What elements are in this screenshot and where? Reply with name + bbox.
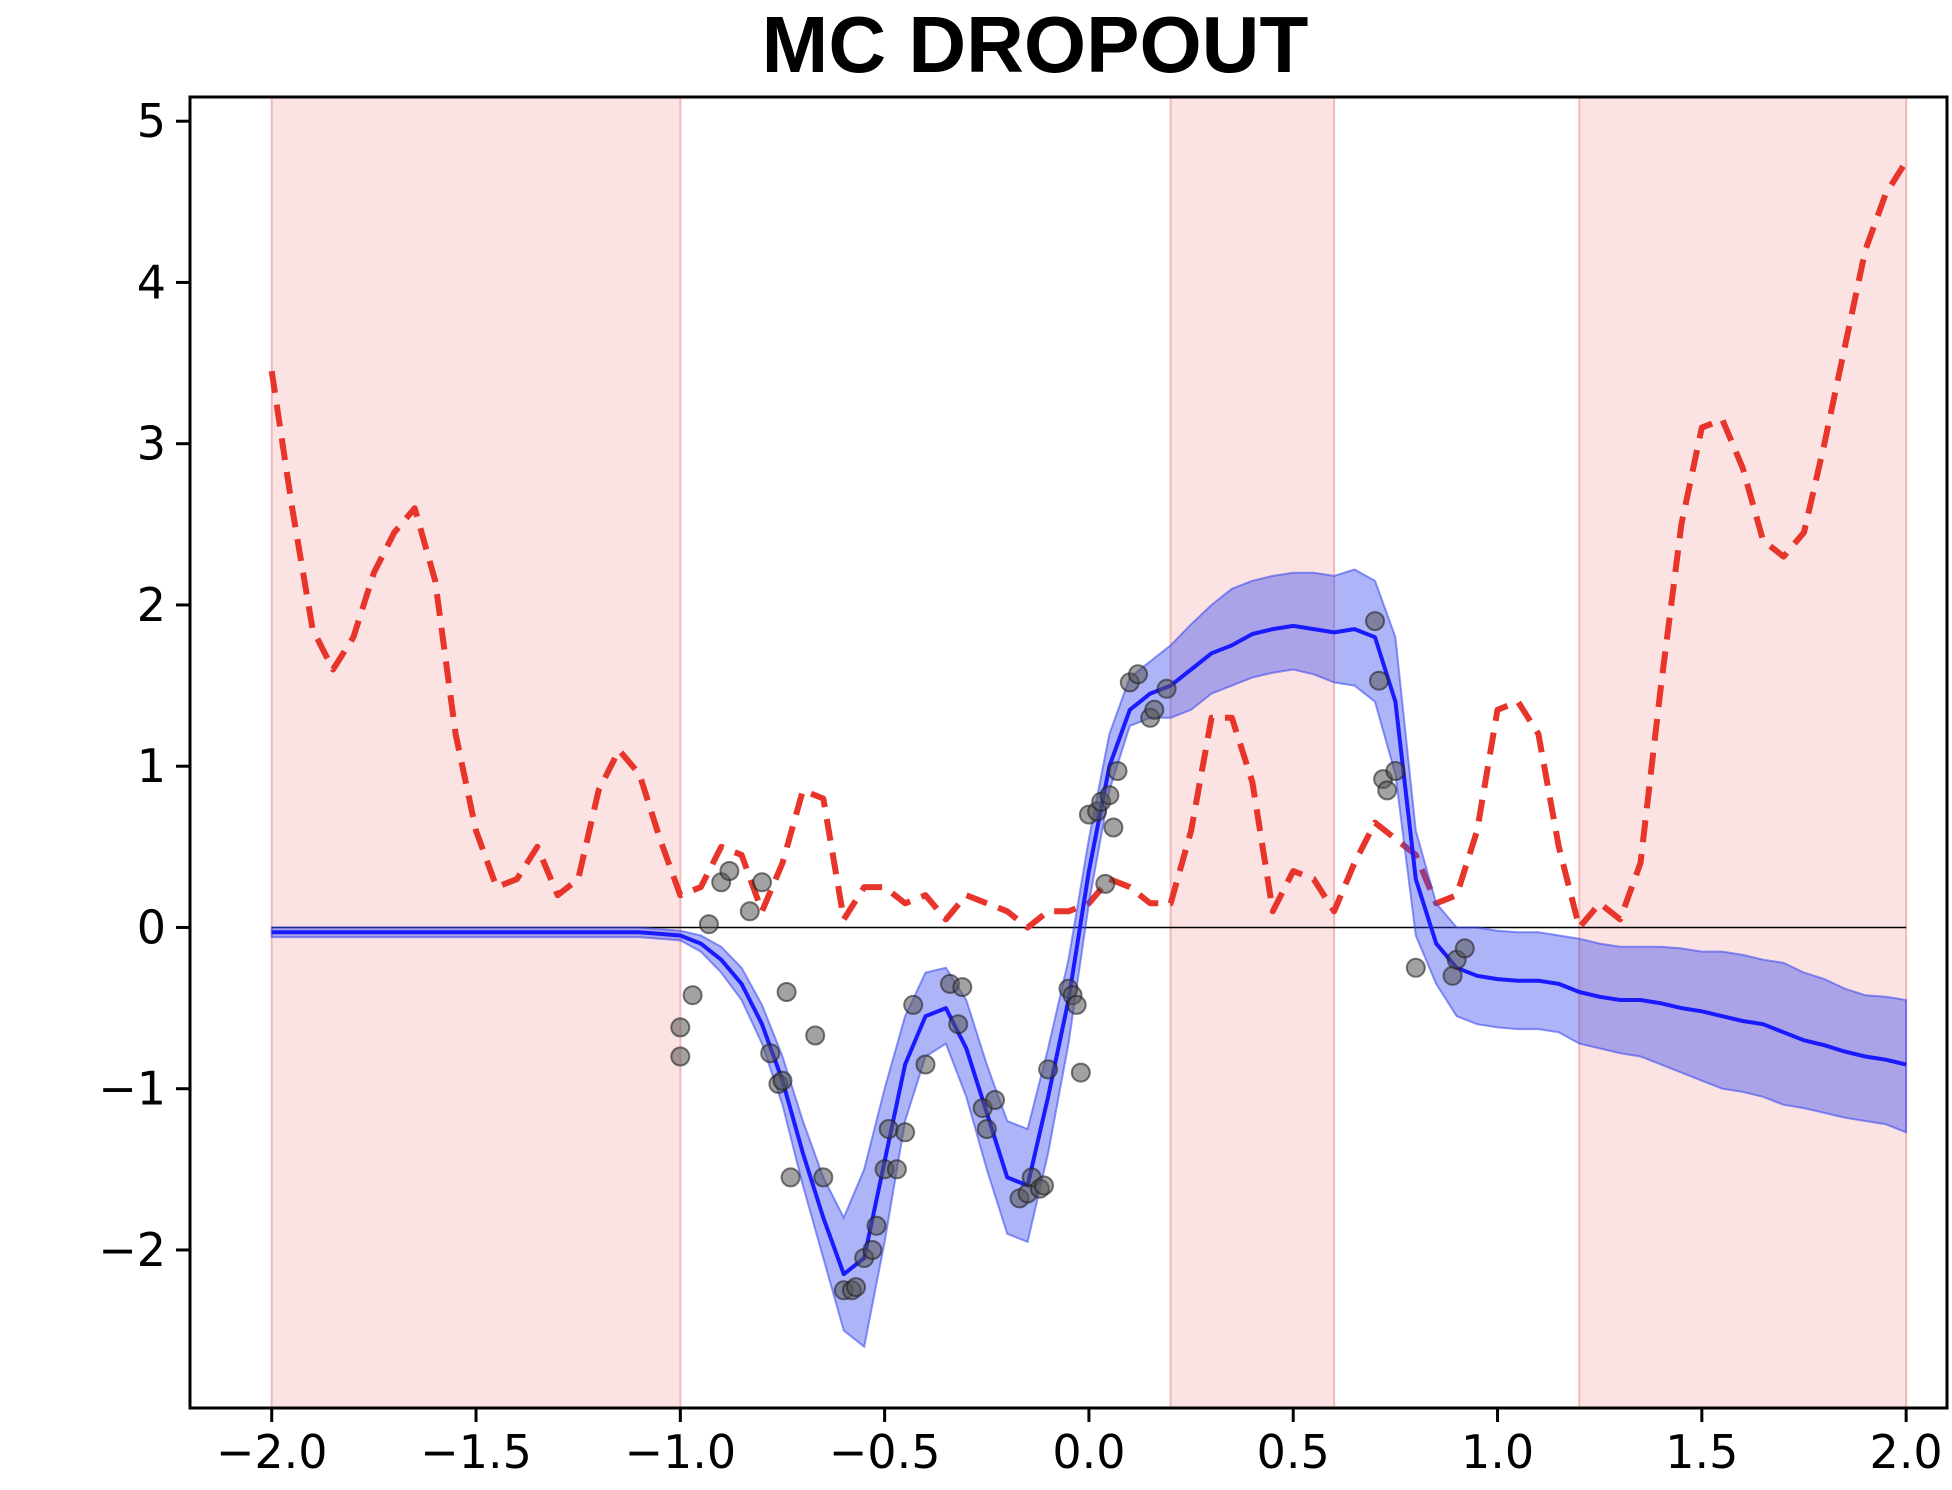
data-point-20 bbox=[866, 1215, 887, 1236]
x-tick-label-0: −2.0 bbox=[216, 1425, 328, 1479]
y-tick-label-3: 1 bbox=[137, 739, 166, 793]
data-point-5 bbox=[719, 861, 740, 881]
y-tick-label-5: 3 bbox=[137, 417, 166, 471]
x-tick-label-2: −1.0 bbox=[624, 1425, 736, 1479]
data-point-2 bbox=[682, 985, 703, 1006]
data-point-46 bbox=[1095, 873, 1116, 894]
plot-area: −2.0 −1.5 −1.0 −0.5 0.0 0.5 1.0 1.5 2.0 −2 −1 0 1 2 3 4… bbox=[98, 94, 1949, 1479]
mean-prediction-line bbox=[271, 623, 1907, 1277]
shaded-region-0 bbox=[270, 96, 682, 1409]
data-point-10 bbox=[772, 1070, 793, 1091]
y-tick-label-6: 4 bbox=[137, 255, 166, 309]
data-point-56 bbox=[1369, 670, 1389, 691]
data-point-55 bbox=[1365, 611, 1385, 632]
x-tick-label-5: 0.5 bbox=[1257, 1425, 1330, 1479]
data-point-24 bbox=[895, 1122, 916, 1143]
data-point-23 bbox=[886, 1159, 907, 1180]
data-point-6 bbox=[739, 901, 760, 922]
data-point-11 bbox=[776, 982, 797, 1002]
y-tick-label-2: 0 bbox=[137, 900, 166, 954]
data-point-49 bbox=[1107, 761, 1128, 781]
data-point-53 bbox=[1144, 699, 1165, 720]
data-point-54 bbox=[1156, 678, 1177, 699]
data-point-19 bbox=[862, 1240, 883, 1260]
data-point-48 bbox=[1103, 817, 1124, 838]
data-point-3 bbox=[698, 914, 719, 935]
data-point-41 bbox=[1066, 994, 1087, 1015]
data-point-59 bbox=[1385, 761, 1406, 781]
x-tick-label-7: 1.5 bbox=[1665, 1425, 1738, 1479]
x-tick-label-6: 1.0 bbox=[1461, 1425, 1534, 1479]
data-point-0 bbox=[670, 1017, 691, 1038]
data-point-26 bbox=[915, 1054, 936, 1075]
shaded-region-1 bbox=[1169, 96, 1336, 1409]
data-point-12 bbox=[780, 1167, 801, 1188]
shaded-region-2 bbox=[1578, 96, 1908, 1409]
y-tick-label-0: −2 bbox=[98, 1223, 166, 1277]
data-point-38 bbox=[1038, 1059, 1059, 1080]
data-point-42 bbox=[1070, 1062, 1091, 1083]
data-point-47 bbox=[1099, 785, 1120, 806]
data-point-28 bbox=[948, 1014, 969, 1035]
data-point-7 bbox=[752, 872, 772, 893]
data-point-32 bbox=[985, 1090, 1005, 1110]
axes-frame bbox=[188, 95, 1949, 1410]
y-tick-label-4: 2 bbox=[137, 578, 166, 632]
x-tick-label-1: −1.5 bbox=[420, 1425, 532, 1479]
data-point-22 bbox=[878, 1119, 899, 1139]
x-tick-label-8: 2.0 bbox=[1870, 1425, 1943, 1479]
x-tick-label-4: 0.0 bbox=[1052, 1425, 1125, 1479]
data-point-29 bbox=[952, 977, 973, 998]
data-point-37 bbox=[1034, 1175, 1054, 1196]
x-tick-label-3: −0.5 bbox=[829, 1425, 941, 1479]
data-point-14 bbox=[813, 1167, 834, 1188]
data-point-60 bbox=[1405, 957, 1426, 978]
y-tick-label-7: 5 bbox=[137, 94, 166, 148]
chart-title: MC DROPOUT bbox=[762, 0, 1309, 89]
data-point-51 bbox=[1128, 664, 1148, 685]
data-point-63 bbox=[1454, 938, 1475, 959]
data-point-8 bbox=[760, 1043, 781, 1064]
data-point-1 bbox=[670, 1046, 691, 1067]
data-point-31 bbox=[976, 1119, 997, 1139]
data-point-17 bbox=[846, 1277, 866, 1298]
data-point-61 bbox=[1442, 965, 1463, 986]
data-point-58 bbox=[1377, 780, 1398, 801]
y-tick-label-1: −1 bbox=[98, 1062, 166, 1116]
data-point-25 bbox=[903, 994, 924, 1015]
data-point-13 bbox=[805, 1025, 826, 1046]
